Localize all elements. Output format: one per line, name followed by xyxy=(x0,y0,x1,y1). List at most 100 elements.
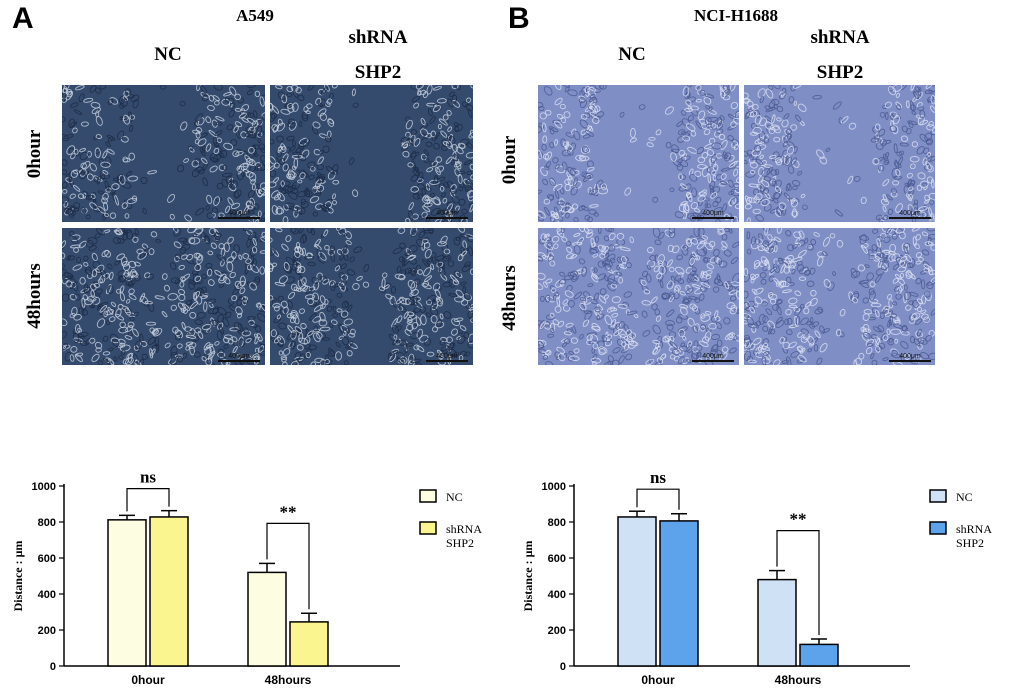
cell-mark xyxy=(588,104,595,111)
cell-mark xyxy=(791,179,801,187)
cell-mark xyxy=(127,281,134,288)
cell-mark xyxy=(63,134,74,140)
cell-mark xyxy=(393,334,398,340)
cell-mark xyxy=(436,241,447,247)
cell-mark xyxy=(234,107,242,112)
cell-mark xyxy=(423,242,431,249)
cell-mark xyxy=(561,149,571,157)
cell-mark xyxy=(592,253,599,258)
cell-mark xyxy=(875,214,883,221)
cell-mark xyxy=(133,353,139,364)
cell-mark xyxy=(121,181,132,189)
cell-mark xyxy=(409,332,420,340)
cell-mark xyxy=(271,262,278,267)
cell-mark xyxy=(894,274,902,280)
cell-mark xyxy=(747,359,757,364)
cell-mark xyxy=(401,142,410,152)
cell-mark xyxy=(870,137,880,143)
cell-mark xyxy=(750,169,756,175)
cell-mark xyxy=(823,279,831,288)
cell-mark xyxy=(875,142,884,151)
cell-mark xyxy=(704,331,712,341)
cell-mark xyxy=(593,267,598,273)
cell-mark xyxy=(804,237,809,244)
cell-mark xyxy=(907,178,912,187)
cell-mark xyxy=(439,313,444,320)
cell-mark xyxy=(678,328,686,338)
cell-mark xyxy=(400,136,410,143)
cell-mark xyxy=(422,91,429,99)
cell-mark xyxy=(916,306,922,313)
cell-mark xyxy=(562,85,571,88)
cell-mark xyxy=(297,154,307,162)
cell-mark xyxy=(868,288,875,295)
cell-mark xyxy=(401,142,409,149)
cell-mark xyxy=(657,254,665,265)
cell-mark xyxy=(917,87,922,96)
cell-mark xyxy=(694,170,702,177)
cell-mark xyxy=(703,247,708,255)
cell-mark xyxy=(732,139,739,148)
cell-mark xyxy=(769,178,777,187)
cell-mark xyxy=(691,305,699,312)
cell-mark xyxy=(704,242,714,251)
cell-mark xyxy=(465,97,472,103)
cell-mark xyxy=(540,233,548,243)
cell-mark xyxy=(814,330,821,339)
cell-mark xyxy=(302,170,309,178)
micrograph-texture xyxy=(270,85,473,222)
cell-mark xyxy=(318,149,324,155)
cell-mark xyxy=(409,151,420,158)
cell-mark xyxy=(584,214,591,221)
cell-mark xyxy=(191,168,200,178)
cell-mark xyxy=(425,141,433,148)
cell-mark xyxy=(905,304,912,311)
cell-mark xyxy=(451,154,459,161)
cell-mark xyxy=(761,180,770,188)
cell-mark xyxy=(295,87,302,94)
cell-mark xyxy=(216,254,227,262)
cell-mark xyxy=(95,134,103,139)
cell-mark xyxy=(282,153,289,163)
cell-mark xyxy=(549,141,555,149)
cell-mark xyxy=(411,213,419,220)
cell-mark xyxy=(272,105,280,114)
cell-mark xyxy=(809,317,814,324)
cell-mark xyxy=(861,244,868,254)
cell-mark xyxy=(748,183,759,188)
cell-mark xyxy=(925,85,933,89)
cell-mark xyxy=(407,311,415,317)
cell-mark xyxy=(701,235,709,240)
cell-mark xyxy=(816,357,823,365)
cell-mark xyxy=(429,160,435,166)
cell-mark xyxy=(201,273,207,279)
cell-mark xyxy=(396,265,402,273)
cell-mark xyxy=(95,228,105,236)
cell-mark xyxy=(417,193,423,200)
cell-mark xyxy=(450,209,460,214)
cell-mark xyxy=(538,152,544,159)
cell-mark xyxy=(618,320,625,329)
cell-mark xyxy=(306,103,313,109)
cell-mark xyxy=(239,110,247,117)
cell-mark xyxy=(647,246,654,254)
cell-mark xyxy=(330,280,336,291)
cell-mark xyxy=(130,94,140,103)
cell-mark xyxy=(714,315,721,322)
cell-mark xyxy=(602,336,607,343)
cell-mark xyxy=(203,353,208,360)
cell-mark xyxy=(309,195,320,204)
cell-mark xyxy=(544,321,551,327)
cell-mark xyxy=(798,276,807,281)
y-tick-label: 200 xyxy=(548,625,566,637)
cell-mark xyxy=(400,269,407,277)
cell-mark xyxy=(907,194,914,200)
cell-mark xyxy=(924,199,931,204)
cell-mark xyxy=(671,245,680,254)
cell-mark xyxy=(322,145,330,154)
cell-mark xyxy=(575,154,587,162)
cell-mark xyxy=(112,339,120,347)
cell-mark xyxy=(290,283,298,291)
cell-mark xyxy=(704,310,712,315)
cell-mark xyxy=(109,212,117,219)
